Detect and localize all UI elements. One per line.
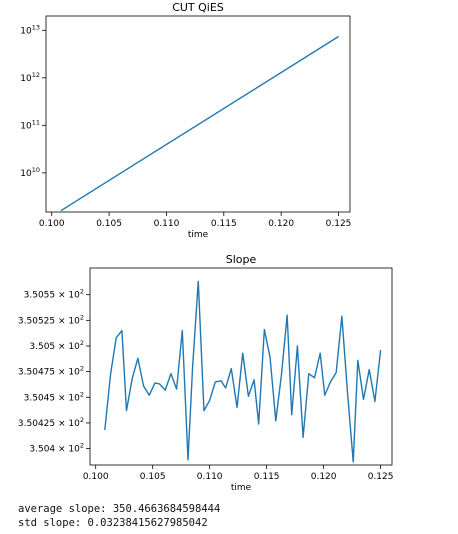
x-tick-label: 0.125 <box>368 472 394 482</box>
y-tick-label: 1013 <box>20 23 40 36</box>
average-slope-output: average slope: 350.4663684598444 <box>18 503 221 515</box>
y-tick-label-base: 3.505 × 10 <box>29 342 80 352</box>
y-tick-label: 1010 <box>20 166 40 179</box>
x-tick-label: 0.105 <box>140 472 166 482</box>
y-tick-label: 1011 <box>20 118 40 131</box>
x-tick-label: 0.120 <box>268 219 294 229</box>
y-tick-label-base: 3.50525 × 10 <box>18 316 80 326</box>
chart-slope: Slope 0.100 0.105 0.110 0.115 0.120 0.125 3.504… <box>18 253 394 493</box>
x-tick-label: 0.120 <box>311 472 337 482</box>
y-tick-label-exponent: 10 <box>32 166 40 174</box>
y-tick-label: 3.50475 × 102 <box>18 365 84 378</box>
x-tick-label: 0.110 <box>197 472 223 482</box>
y-tick-label: 1012 <box>20 71 40 84</box>
x-axis-label: time <box>231 483 252 493</box>
std-slope-output: std slope: 0.03238415627985042 <box>18 517 208 529</box>
chart-cut-qies: CUT QiES 0.100 0.105 0.110 0.115 0.120 0.125 10… <box>20 1 352 240</box>
y-tick-label-base: 3.504 × 10 <box>29 445 80 455</box>
y-tick-label-base: 3.50475 × 10 <box>18 368 80 378</box>
chart-title: CUT QiES <box>172 1 224 14</box>
x-tick-label: 0.115 <box>254 472 280 482</box>
y-tick-label-exponent: 2 <box>80 365 84 373</box>
y-tick-label-base: 3.5055 × 10 <box>24 291 80 301</box>
series-line <box>104 280 382 463</box>
y-tick-label: 3.505 × 102 <box>29 339 84 352</box>
y-tick-label-exponent: 13 <box>32 23 40 31</box>
x-tick-label: 0.100 <box>83 472 109 482</box>
y-tick-label: 3.50425 × 102 <box>18 416 84 429</box>
x-axis-label: time <box>188 230 209 240</box>
chart-title: Slope <box>226 253 257 266</box>
x-tick-label: 0.125 <box>326 219 352 229</box>
y-tick-label-exponent: 2 <box>80 339 84 347</box>
y-tick-label: 3.504 × 102 <box>29 442 84 455</box>
y-tick-label: 3.50525 × 102 <box>18 313 84 326</box>
series-line <box>60 35 339 212</box>
y-tick-label-exponent: 2 <box>80 288 84 296</box>
x-tick-label: 0.105 <box>96 219 122 229</box>
y-tick-label-base: 10 <box>20 121 32 131</box>
y-tick-label: 3.5055 × 102 <box>24 288 84 301</box>
y-tick-label-exponent: 12 <box>32 71 40 79</box>
y-tick-label-exponent: 11 <box>32 118 40 126</box>
y-tick-label-exponent: 2 <box>80 442 84 450</box>
plot-frame <box>45 15 351 213</box>
y-tick-label-exponent: 2 <box>80 313 84 321</box>
x-tick-label: 0.100 <box>39 219 65 229</box>
y-tick-label-base: 10 <box>20 169 32 179</box>
x-tick-label: 0.115 <box>211 219 237 229</box>
y-tick-label-base: 3.50425 × 10 <box>18 419 80 429</box>
y-tick-label-base: 3.5045 × 10 <box>24 393 80 403</box>
y-tick-label-exponent: 2 <box>80 416 84 424</box>
y-tick-label-base: 10 <box>20 74 32 84</box>
y-tick-label-base: 10 <box>20 26 32 36</box>
plot-frame <box>89 267 393 466</box>
y-tick-label-exponent: 2 <box>80 390 84 398</box>
y-tick-label: 3.5045 × 102 <box>24 390 84 403</box>
x-tick-label: 0.110 <box>154 219 180 229</box>
